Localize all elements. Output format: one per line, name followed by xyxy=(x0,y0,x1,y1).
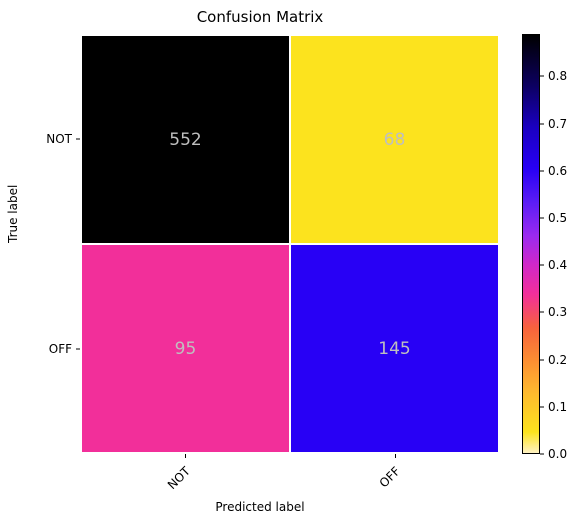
colorbar-tick-mark xyxy=(540,312,544,313)
y-axis-label: True label xyxy=(6,185,20,243)
xtick-mark xyxy=(185,454,186,458)
xtick-mark xyxy=(395,454,396,458)
colorbar-tick-mark xyxy=(540,170,544,171)
colorbar-tick-mark xyxy=(540,359,544,360)
cell-off-not: 95 xyxy=(81,244,290,453)
colorbar xyxy=(522,34,540,454)
colorbar-tick-label: 0.3 xyxy=(548,305,567,319)
cell-not-off: 68 xyxy=(290,35,499,244)
colorbar-tick-label: 0.8 xyxy=(548,69,567,83)
colorbar-tick-label: 0.4 xyxy=(548,258,567,272)
colorbar-gradient xyxy=(523,35,539,453)
ytick-not: NOT xyxy=(0,132,72,146)
xtick-not: NOT xyxy=(165,464,193,492)
colorbar-tick-label: 0.7 xyxy=(548,117,567,131)
colorbar-tick-label: 0.1 xyxy=(548,400,567,414)
heatmap-grid: 552 68 95 145 xyxy=(80,34,500,454)
cell-off-off: 145 xyxy=(290,244,499,453)
colorbar-tick-mark xyxy=(540,454,544,455)
colorbar-tick-mark xyxy=(540,406,544,407)
colorbar-tick-label: 0.6 xyxy=(548,164,567,178)
colorbar-tick-mark xyxy=(540,76,544,77)
colorbar-tick-label: 0.2 xyxy=(548,353,567,367)
colorbar-tick-mark xyxy=(540,123,544,124)
colorbar-tick-mark xyxy=(540,218,544,219)
colorbar-tick-label: 0.5 xyxy=(548,211,567,225)
chart-title: Confusion Matrix xyxy=(0,8,520,26)
cell-not-not: 552 xyxy=(81,35,290,244)
confusion-matrix-chart: Confusion Matrix True label NOT OFF 552 … xyxy=(0,0,584,520)
xtick-off: OFF xyxy=(377,464,403,490)
ytick-off: OFF xyxy=(0,342,72,356)
x-axis-label: Predicted label xyxy=(0,500,520,514)
colorbar-tick-mark xyxy=(540,265,544,266)
colorbar-tick-label: 0.0 xyxy=(548,447,567,461)
